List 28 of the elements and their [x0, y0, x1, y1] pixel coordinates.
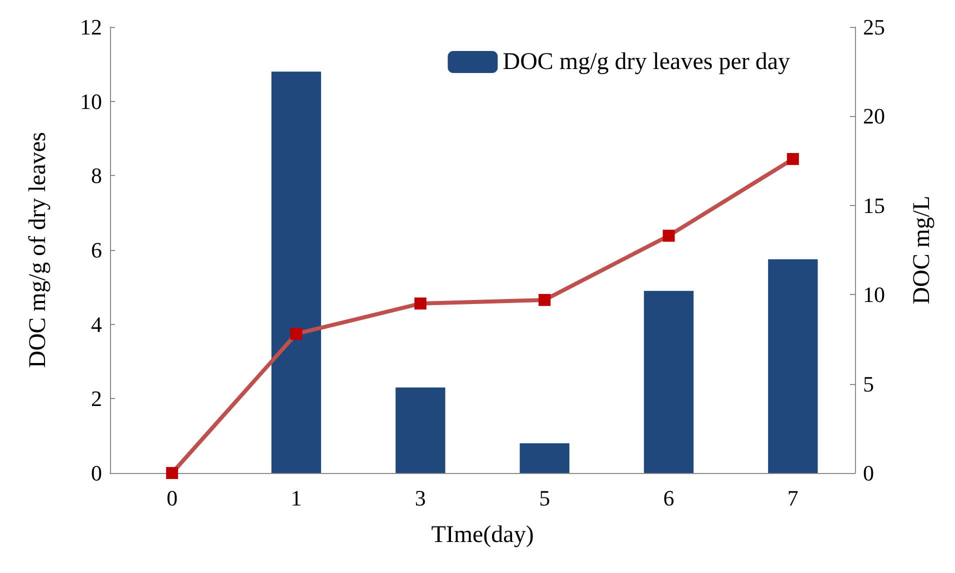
bar	[271, 72, 322, 473]
bar	[520, 443, 570, 473]
y2-tick-label: 5	[863, 371, 874, 396]
y2-tick-label: 25	[863, 14, 885, 40]
y2-tick-label: 0	[863, 460, 874, 486]
bar	[768, 259, 818, 473]
x-tick-label: 6	[663, 486, 674, 510]
y-tick-label: 8	[91, 163, 102, 188]
y-tick-label: 6	[91, 238, 102, 262]
y-tick-label: 0	[91, 460, 102, 486]
y-tick-label: 4	[91, 312, 102, 337]
y2-tick-label: 15	[863, 192, 885, 218]
bar	[644, 290, 694, 473]
y2-tick-label: 10	[863, 282, 885, 308]
x-axis-title: TIme(day)	[431, 522, 534, 548]
x-tick-label: 7	[787, 486, 798, 510]
y-tick-label: 10	[80, 88, 102, 114]
legend-label: DOC mg/g dry leaves per day	[502, 49, 790, 75]
y-tick-label: 2	[91, 386, 102, 412]
x-tick-label: 1	[290, 486, 302, 510]
y2-tick-label: 20	[863, 104, 885, 129]
y-tick-label: 12	[80, 14, 102, 40]
x-tick-label: 0	[166, 486, 178, 510]
y-axis-title: DOC mg/g of dry leaves	[25, 132, 51, 368]
y2-axis-title: DOC mg/L	[909, 196, 935, 304]
x-tick-label: 3	[414, 486, 426, 510]
x-tick-label: 5	[539, 486, 550, 510]
bar	[396, 388, 446, 473]
